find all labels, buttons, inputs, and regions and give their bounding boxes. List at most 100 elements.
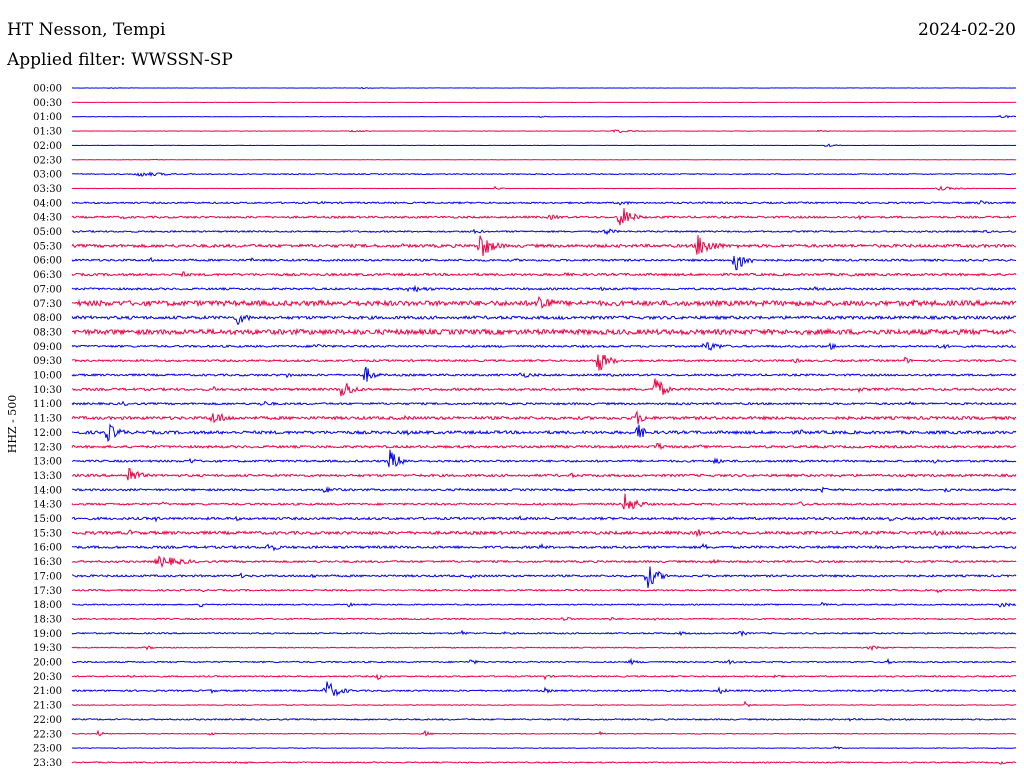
time-label: 07:30: [33, 299, 62, 310]
time-label: 20:00: [33, 658, 62, 669]
station-title: HT Nesson, Tempi: [7, 20, 166, 40]
seismic-trace-row: [72, 542, 1017, 552]
time-label: 22:30: [33, 729, 62, 740]
time-label: 05:00: [33, 227, 62, 238]
seismic-trace-row: [71, 143, 1017, 148]
seismic-trace-row: [71, 208, 1017, 226]
seismic-trace-row: [71, 171, 1017, 178]
seismic-trace-row: [71, 400, 1017, 407]
time-label: 00:00: [33, 84, 62, 95]
time-label: 06:30: [33, 270, 62, 281]
seismic-trace-row: [71, 255, 1017, 271]
filter-label: Applied filter: WWSSN-SP: [7, 50, 233, 70]
seismic-trace-row: [71, 645, 1017, 652]
seismic-trace-row: [71, 467, 1017, 481]
seismic-trace-row: [71, 185, 1017, 191]
time-label: 12:30: [33, 442, 62, 453]
seismic-trace-row: [71, 555, 1017, 569]
time-label: 23:00: [33, 744, 62, 755]
time-label: 11:30: [33, 414, 62, 425]
seismic-trace-row: [71, 673, 1017, 681]
seismic-trace-row: [71, 657, 1017, 666]
seismic-trace-row: [71, 493, 1017, 510]
seismic-trace-row: [71, 410, 1017, 425]
seismic-trace-row: [71, 235, 1017, 257]
time-label: 05:30: [33, 241, 62, 252]
seismic-trace-row: [71, 86, 1017, 90]
time-label: 02:30: [33, 155, 62, 166]
seismic-trace-row: [71, 314, 1017, 326]
date-label: 2024-02-20: [917, 20, 1016, 40]
seismic-trace-row: [71, 378, 1017, 397]
time-label: 22:00: [33, 715, 62, 726]
seismic-trace-row: [71, 158, 1017, 161]
seismic-trace-row: [71, 327, 1017, 337]
seismic-trace-row: [71, 745, 1017, 750]
time-label: 09:00: [33, 342, 62, 353]
seismic-trace-row: [71, 366, 1017, 382]
time-label: 18:00: [33, 600, 62, 611]
seismic-trace-row: [71, 515, 1017, 523]
time-label: 01:30: [33, 127, 62, 138]
time-label: 06:00: [33, 256, 62, 267]
time-label: 18:30: [33, 614, 62, 625]
seismic-trace-row: [71, 114, 1017, 119]
time-label: 08:30: [33, 327, 62, 338]
time-label: 15:30: [33, 528, 62, 539]
time-label: 04:00: [33, 198, 62, 209]
time-label: 19:30: [33, 643, 62, 654]
seismic-traces: [71, 86, 1017, 765]
time-label: 03:30: [33, 184, 62, 195]
time-label: 09:30: [33, 356, 62, 367]
time-label: 10:30: [33, 385, 62, 396]
time-label: 03:00: [33, 170, 62, 181]
time-label: 17:00: [33, 571, 62, 582]
seismic-trace-row: [71, 601, 1017, 608]
time-label: 16:30: [33, 557, 62, 568]
seismic-trace-row: [71, 566, 1017, 589]
seismic-trace-row: [71, 423, 1017, 442]
time-label: 14:30: [33, 500, 62, 511]
time-label: 20:30: [33, 672, 62, 683]
seismic-trace-row: [71, 449, 1017, 468]
y-axis-label: HHZ - 500: [6, 395, 19, 454]
seismic-trace-row: [71, 588, 1017, 594]
time-label: 14:00: [33, 485, 62, 496]
seismic-trace-row: [71, 284, 1017, 293]
time-label: 21:00: [33, 686, 62, 697]
time-label: 15:00: [33, 514, 62, 525]
time-label: 07:00: [33, 284, 62, 295]
seismic-trace-row: [71, 529, 1017, 538]
seismic-trace-row: [71, 486, 1017, 494]
seismic-trace-row: [71, 717, 1017, 722]
seismic-trace-row: [71, 629, 1017, 638]
time-label: 08:00: [33, 313, 62, 324]
time-label: 00:30: [33, 98, 62, 109]
time-label: 10:00: [33, 371, 62, 382]
seismic-trace-row: [71, 354, 1017, 371]
time-axis-labels: 00:00 00:30 01:00 01:30 02:00 02:30 03:00 03:30…: [33, 84, 62, 769]
seismic-trace-row: [71, 200, 1017, 206]
seismic-trace-row: [71, 700, 1017, 708]
time-label: 13:00: [33, 457, 62, 468]
seismic-trace-row: [71, 729, 1017, 737]
time-label: 01:00: [33, 112, 62, 123]
time-label: 19:00: [33, 629, 62, 640]
seismic-trace-row: [71, 129, 1017, 134]
time-label: 13:30: [33, 471, 62, 482]
seismic-trace-row: [71, 616, 1017, 622]
time-label: 21:30: [33, 701, 62, 712]
seismic-trace-row: [71, 295, 1017, 309]
time-label: 12:00: [33, 428, 62, 439]
seismic-trace-row: [71, 342, 1017, 352]
time-label: 02:00: [33, 141, 62, 152]
seismic-trace-row: [71, 442, 1017, 450]
seismic-trace-row: [71, 228, 1017, 236]
time-label: 17:30: [33, 586, 62, 597]
time-label: 23:30: [33, 758, 62, 769]
time-label: 16:00: [33, 543, 62, 554]
time-label: 04:30: [33, 213, 62, 224]
seismic-trace-row: [71, 271, 1017, 278]
seismic-trace-row: [71, 760, 1017, 765]
